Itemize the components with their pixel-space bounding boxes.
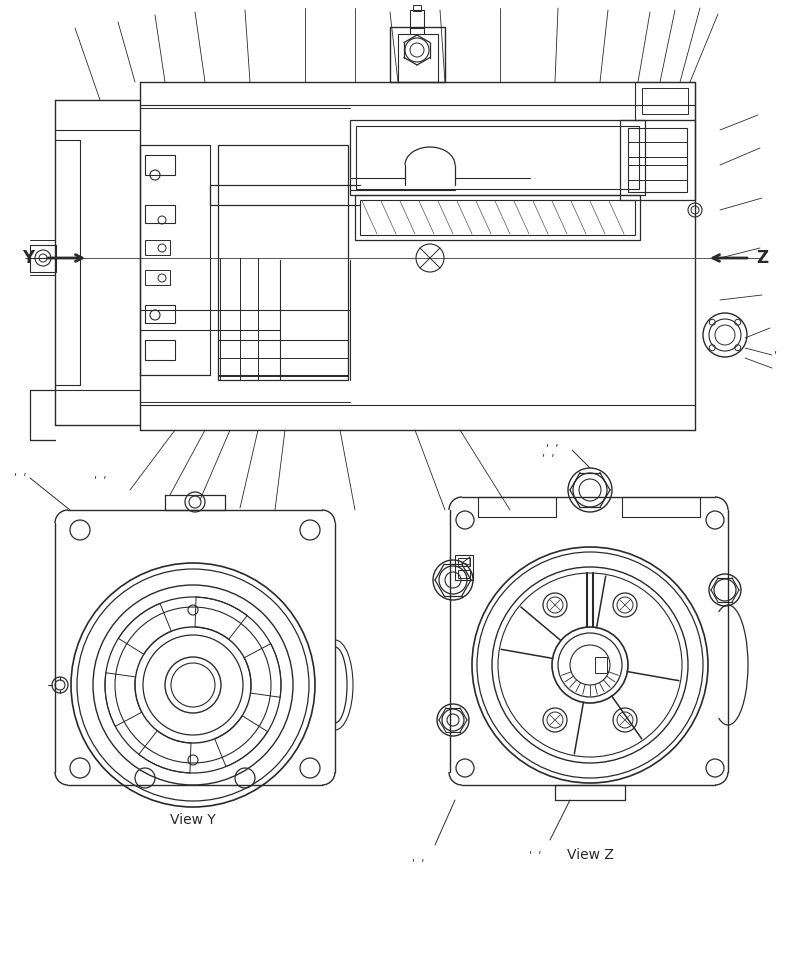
Bar (145, 205, 175, 223)
Bar (145, 305, 175, 323)
Bar (30, 245, 56, 272)
Bar (360, 200, 635, 235)
Text: View Z: View Z (566, 848, 614, 862)
Bar (622, 497, 700, 517)
Bar (218, 358, 348, 376)
Bar (628, 142, 687, 157)
Bar (410, 10, 424, 28)
Bar (145, 340, 175, 360)
Text: View Y: View Y (170, 813, 216, 827)
Bar (398, 34, 438, 82)
Text: ,  ,: , , (13, 467, 26, 477)
Bar (350, 120, 645, 195)
Text: Z: Z (756, 249, 768, 267)
Bar (620, 120, 695, 200)
Bar (458, 570, 470, 578)
Text: ,  ,: , , (542, 448, 554, 458)
Bar (642, 88, 688, 114)
Bar (478, 497, 556, 517)
Bar (455, 555, 473, 580)
Bar (218, 340, 348, 375)
Bar (458, 558, 470, 566)
Bar (355, 195, 640, 240)
Text: ,: , (774, 345, 777, 355)
Bar (628, 128, 687, 192)
Bar (628, 165, 687, 180)
Text: ,  ,: , , (412, 853, 425, 863)
Bar (218, 145, 348, 380)
Bar (413, 5, 421, 11)
Bar (145, 240, 170, 255)
Bar (145, 270, 170, 285)
Bar (390, 27, 445, 82)
Bar (595, 657, 607, 673)
Text: ,  ,: , , (529, 845, 541, 855)
Text: ,  ,: , , (546, 438, 558, 448)
Bar (145, 155, 175, 175)
Text: Y: Y (22, 249, 34, 267)
Bar (635, 82, 695, 120)
Bar (356, 126, 639, 189)
Text: ,  ,: , , (93, 470, 106, 480)
